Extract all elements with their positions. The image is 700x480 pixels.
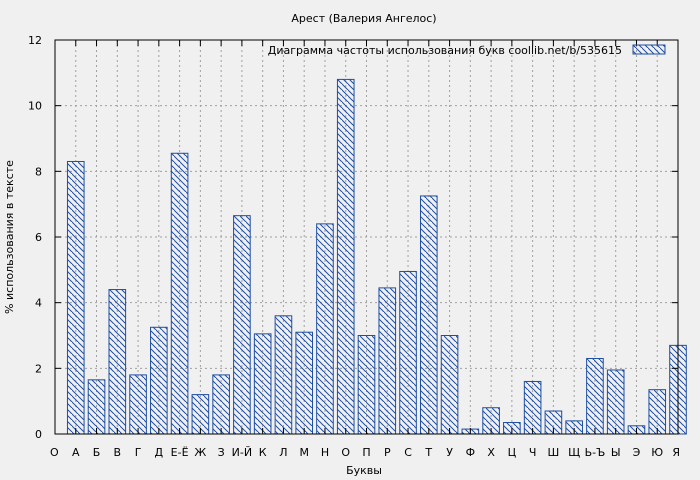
x-tick-label: Н xyxy=(321,446,329,459)
x-tick-label: Ю xyxy=(651,446,663,459)
bar-23 xyxy=(523,380,542,435)
y-tick-label: 10 xyxy=(28,100,42,113)
bar-6 xyxy=(170,152,189,435)
y-tick-label: 0 xyxy=(35,428,42,441)
bar-27 xyxy=(606,369,625,435)
x-tick-label: Х xyxy=(487,446,495,459)
x-tick-label: К xyxy=(259,446,267,459)
x-tick-label: В xyxy=(114,446,122,459)
x-tick-label: Э xyxy=(633,446,641,459)
x-tick-label: М xyxy=(299,446,309,459)
bar-17 xyxy=(399,270,417,435)
chart-title: Арест (Валерия Ангелос) xyxy=(291,12,436,25)
x-tick-label: Ц xyxy=(508,446,517,459)
bar-4 xyxy=(129,374,147,435)
x-tick-label: Ы xyxy=(611,446,621,459)
bar-1 xyxy=(66,160,85,435)
x-tick-label: П xyxy=(362,446,370,459)
y-tick-label: 12 xyxy=(28,34,42,47)
y-axis: 0 2 4 6 8 10 12 xyxy=(28,34,678,441)
x-tick-label: Б xyxy=(93,446,101,459)
x-tick-label: И-Й xyxy=(232,446,252,459)
x-tick-label: Р xyxy=(384,446,391,459)
x-tick-label: Л xyxy=(279,446,287,459)
bar-13 xyxy=(316,223,334,435)
x-tick-label: Ш xyxy=(548,446,560,459)
bar-9 xyxy=(233,215,251,435)
bar-12 xyxy=(295,331,314,435)
y-tick-label: 8 xyxy=(35,165,42,178)
y-tick-label: 4 xyxy=(35,297,42,310)
bar-5 xyxy=(150,326,168,435)
x-tick-label: Е-Ё xyxy=(171,446,189,459)
legend-label: Диаграмма частоты использования букв coo… xyxy=(268,44,622,57)
x-tick-label: Т xyxy=(424,446,432,459)
x-tick-label: С xyxy=(404,446,412,459)
x-axis: О А Б В Г Д Е-Ё Ж З И-Й К Л М Н О П Р С Т У Ф Х Ц Ч Ш Щ Ь-Ъ Ы Э Ю Я xyxy=(50,40,680,459)
bar-2 xyxy=(87,379,106,435)
bar-29 xyxy=(648,389,667,435)
x-tick-label: Г xyxy=(135,446,142,459)
legend: Диаграмма частоты использования букв coo… xyxy=(268,44,666,57)
x-tick-label: Ж xyxy=(194,446,206,459)
x-tick-label: О xyxy=(50,446,59,459)
bar-14 xyxy=(336,78,355,435)
x-tick-label: У xyxy=(446,446,453,459)
x-tick-label: Щ xyxy=(568,446,580,459)
x-tick-label: О xyxy=(341,446,350,459)
x-tick-label: Я xyxy=(672,446,680,459)
x-axis-label: Буквы xyxy=(346,464,382,477)
x-tick-label: Ч xyxy=(529,446,537,459)
bar-18 xyxy=(419,195,438,435)
legend-swatch xyxy=(632,44,666,55)
y-tick-label: 6 xyxy=(35,231,42,244)
x-tick-label: А xyxy=(72,446,80,459)
bar-3 xyxy=(108,289,127,435)
y-axis-label: % использования в тексте xyxy=(3,160,16,314)
x-tick-label: З xyxy=(218,446,225,459)
bar-8 xyxy=(212,374,230,435)
bar-26 xyxy=(586,357,604,435)
x-tick-label: Ф xyxy=(466,446,475,459)
bar-16 xyxy=(378,287,397,435)
x-tick-label: Ь-Ъ xyxy=(585,446,606,459)
bar-11 xyxy=(274,315,293,435)
bar-10 xyxy=(253,333,272,435)
bar-19 xyxy=(440,335,459,435)
x-tick-label: Д xyxy=(155,446,164,459)
y-tick-label: 2 xyxy=(35,362,42,375)
bars xyxy=(66,78,687,435)
bar-15 xyxy=(357,335,376,435)
